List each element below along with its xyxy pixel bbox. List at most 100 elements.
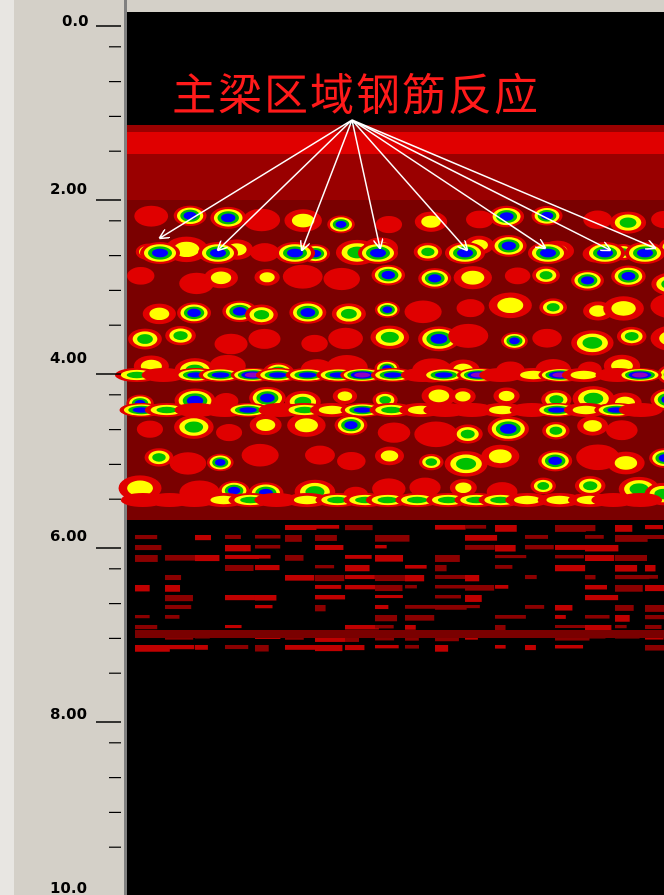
streak [225,595,255,600]
reflection [505,267,531,284]
streak [615,525,632,532]
reflection [618,493,662,507]
reflection [407,497,428,504]
streak [285,645,319,650]
reflection [301,335,328,352]
streak [375,615,397,621]
streak [585,525,595,531]
annotation: 主梁区域钢筋反应 [172,71,540,120]
reflection [173,331,187,340]
reflection [215,334,248,355]
streak [645,615,664,619]
reflection [295,418,318,432]
reflection [250,243,279,262]
streak [615,615,630,622]
reflection [532,329,562,348]
reflection [456,458,476,470]
streak [255,565,280,570]
streak [465,535,497,541]
streak [585,615,610,619]
reflection [540,249,556,258]
streak [135,625,157,629]
reflection [299,372,317,378]
streak [375,575,408,581]
reflection [435,372,453,378]
streak [555,565,585,571]
reflection [461,430,475,439]
reflection [620,217,637,227]
depth-label: 2.00 [50,180,87,198]
streak [525,545,554,549]
reflection [404,300,441,323]
streak [585,585,607,589]
streak [495,525,517,532]
reflection [461,271,484,285]
streak [165,605,191,609]
streak [315,575,344,581]
streak [345,565,370,571]
streak [465,545,495,550]
reflection [233,307,247,316]
reflection [221,213,235,222]
top-strip [127,0,664,12]
reflection [457,249,473,258]
streak [285,575,314,581]
streak [375,555,403,562]
streak [225,555,259,559]
streak [495,565,512,569]
streak [645,525,663,529]
streak [555,525,586,532]
streak [615,585,643,592]
reflection [211,272,231,285]
reflection [149,308,169,320]
reflection [584,393,604,405]
depth-label: 10.0 [50,879,87,895]
streak [435,555,460,562]
reflection [382,306,392,313]
depth-label: 6.00 [50,527,87,545]
reflection [254,310,269,320]
streak [405,585,417,588]
page: 0.0 2.00 4.00 6.00 8.00 10.0 主梁区域钢筋反应 ((… [0,0,664,895]
streak [165,555,198,561]
streak [585,555,614,561]
reflection [426,458,437,466]
reflection [502,242,516,251]
reflection [152,249,168,258]
reflection [550,427,563,435]
streak [255,555,271,559]
reflection [323,268,359,290]
streak [405,605,438,609]
streak [255,535,280,539]
reflection [341,309,357,319]
streak [585,545,618,551]
reflection [376,216,402,233]
reflection [215,459,226,466]
streak [315,585,341,589]
reflection [283,265,323,289]
depth-label: 0.0 [62,12,89,30]
axis-panel [0,0,127,895]
reflection [187,309,201,317]
reflection [344,421,357,429]
reflection [637,249,653,258]
streak [405,625,416,630]
streak [465,595,482,602]
streak [645,645,664,651]
streak [345,625,379,629]
reflection [379,396,391,404]
reflection [381,407,402,414]
streak [585,535,604,539]
streak [615,555,647,561]
reflection [338,391,353,401]
reflection [431,334,448,344]
streak [345,575,375,579]
depth-label: 4.00 [50,349,87,367]
reflection [466,211,493,229]
streak [135,585,150,591]
streak [345,585,379,589]
reflection [260,272,275,282]
reflection [370,249,386,258]
streak [405,575,424,581]
reflection [581,276,594,284]
